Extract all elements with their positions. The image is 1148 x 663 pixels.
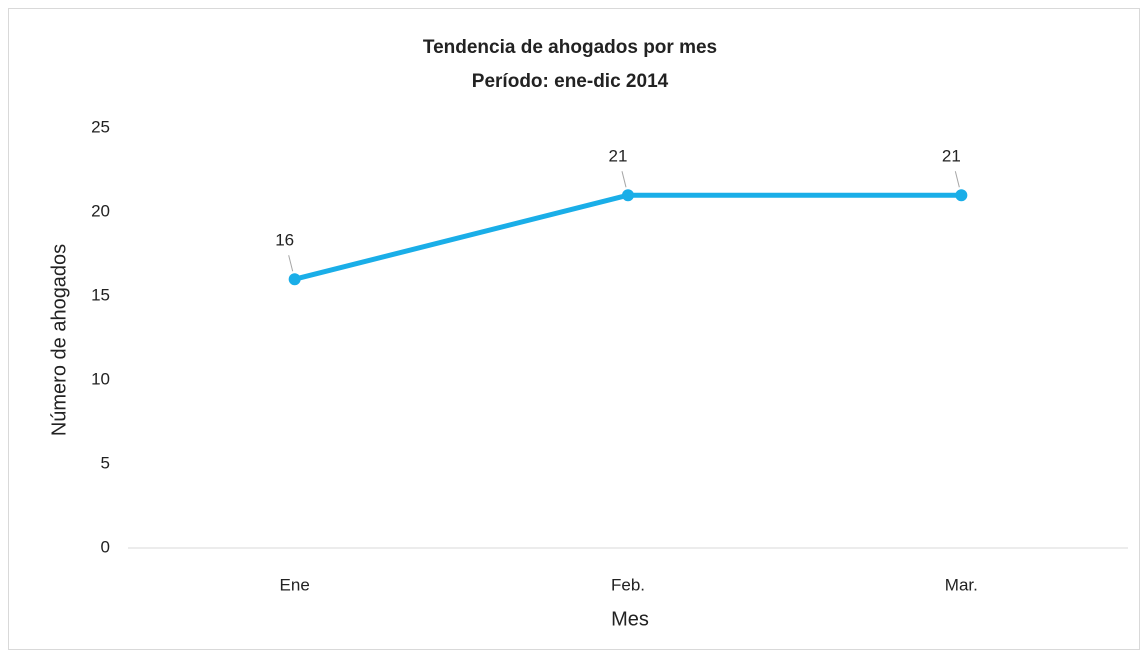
x-tick-label: Mar. [945,575,978,594]
chart-title: Tendencia de ahogados por mes [423,37,717,58]
y-tick-label: 0 [101,537,110,556]
y-axis-title: Número de ahogados [48,244,70,436]
y-tick-label: 5 [101,453,110,472]
x-tick-label: Feb. [611,575,645,594]
point-marker [955,189,968,202]
label-leader [954,171,960,188]
point-marker [288,273,301,286]
label-leader [288,255,294,272]
x-tick-label: Ene [280,575,310,594]
data-label: 21 [942,147,961,166]
label-leader [621,171,627,188]
point-marker [622,189,634,202]
y-tick-label: 20 [91,201,110,220]
data-label: 16 [275,231,294,250]
y-tick-label: 10 [91,369,110,388]
data-label: 21 [609,147,628,166]
chart-border [8,8,1140,650]
y-tick-label: 25 [91,117,110,136]
chart-subtitle: Período: ene-dic 2014 [472,71,669,92]
x-axis-title: Mes [611,608,649,630]
y-tick-label: 15 [91,285,110,304]
